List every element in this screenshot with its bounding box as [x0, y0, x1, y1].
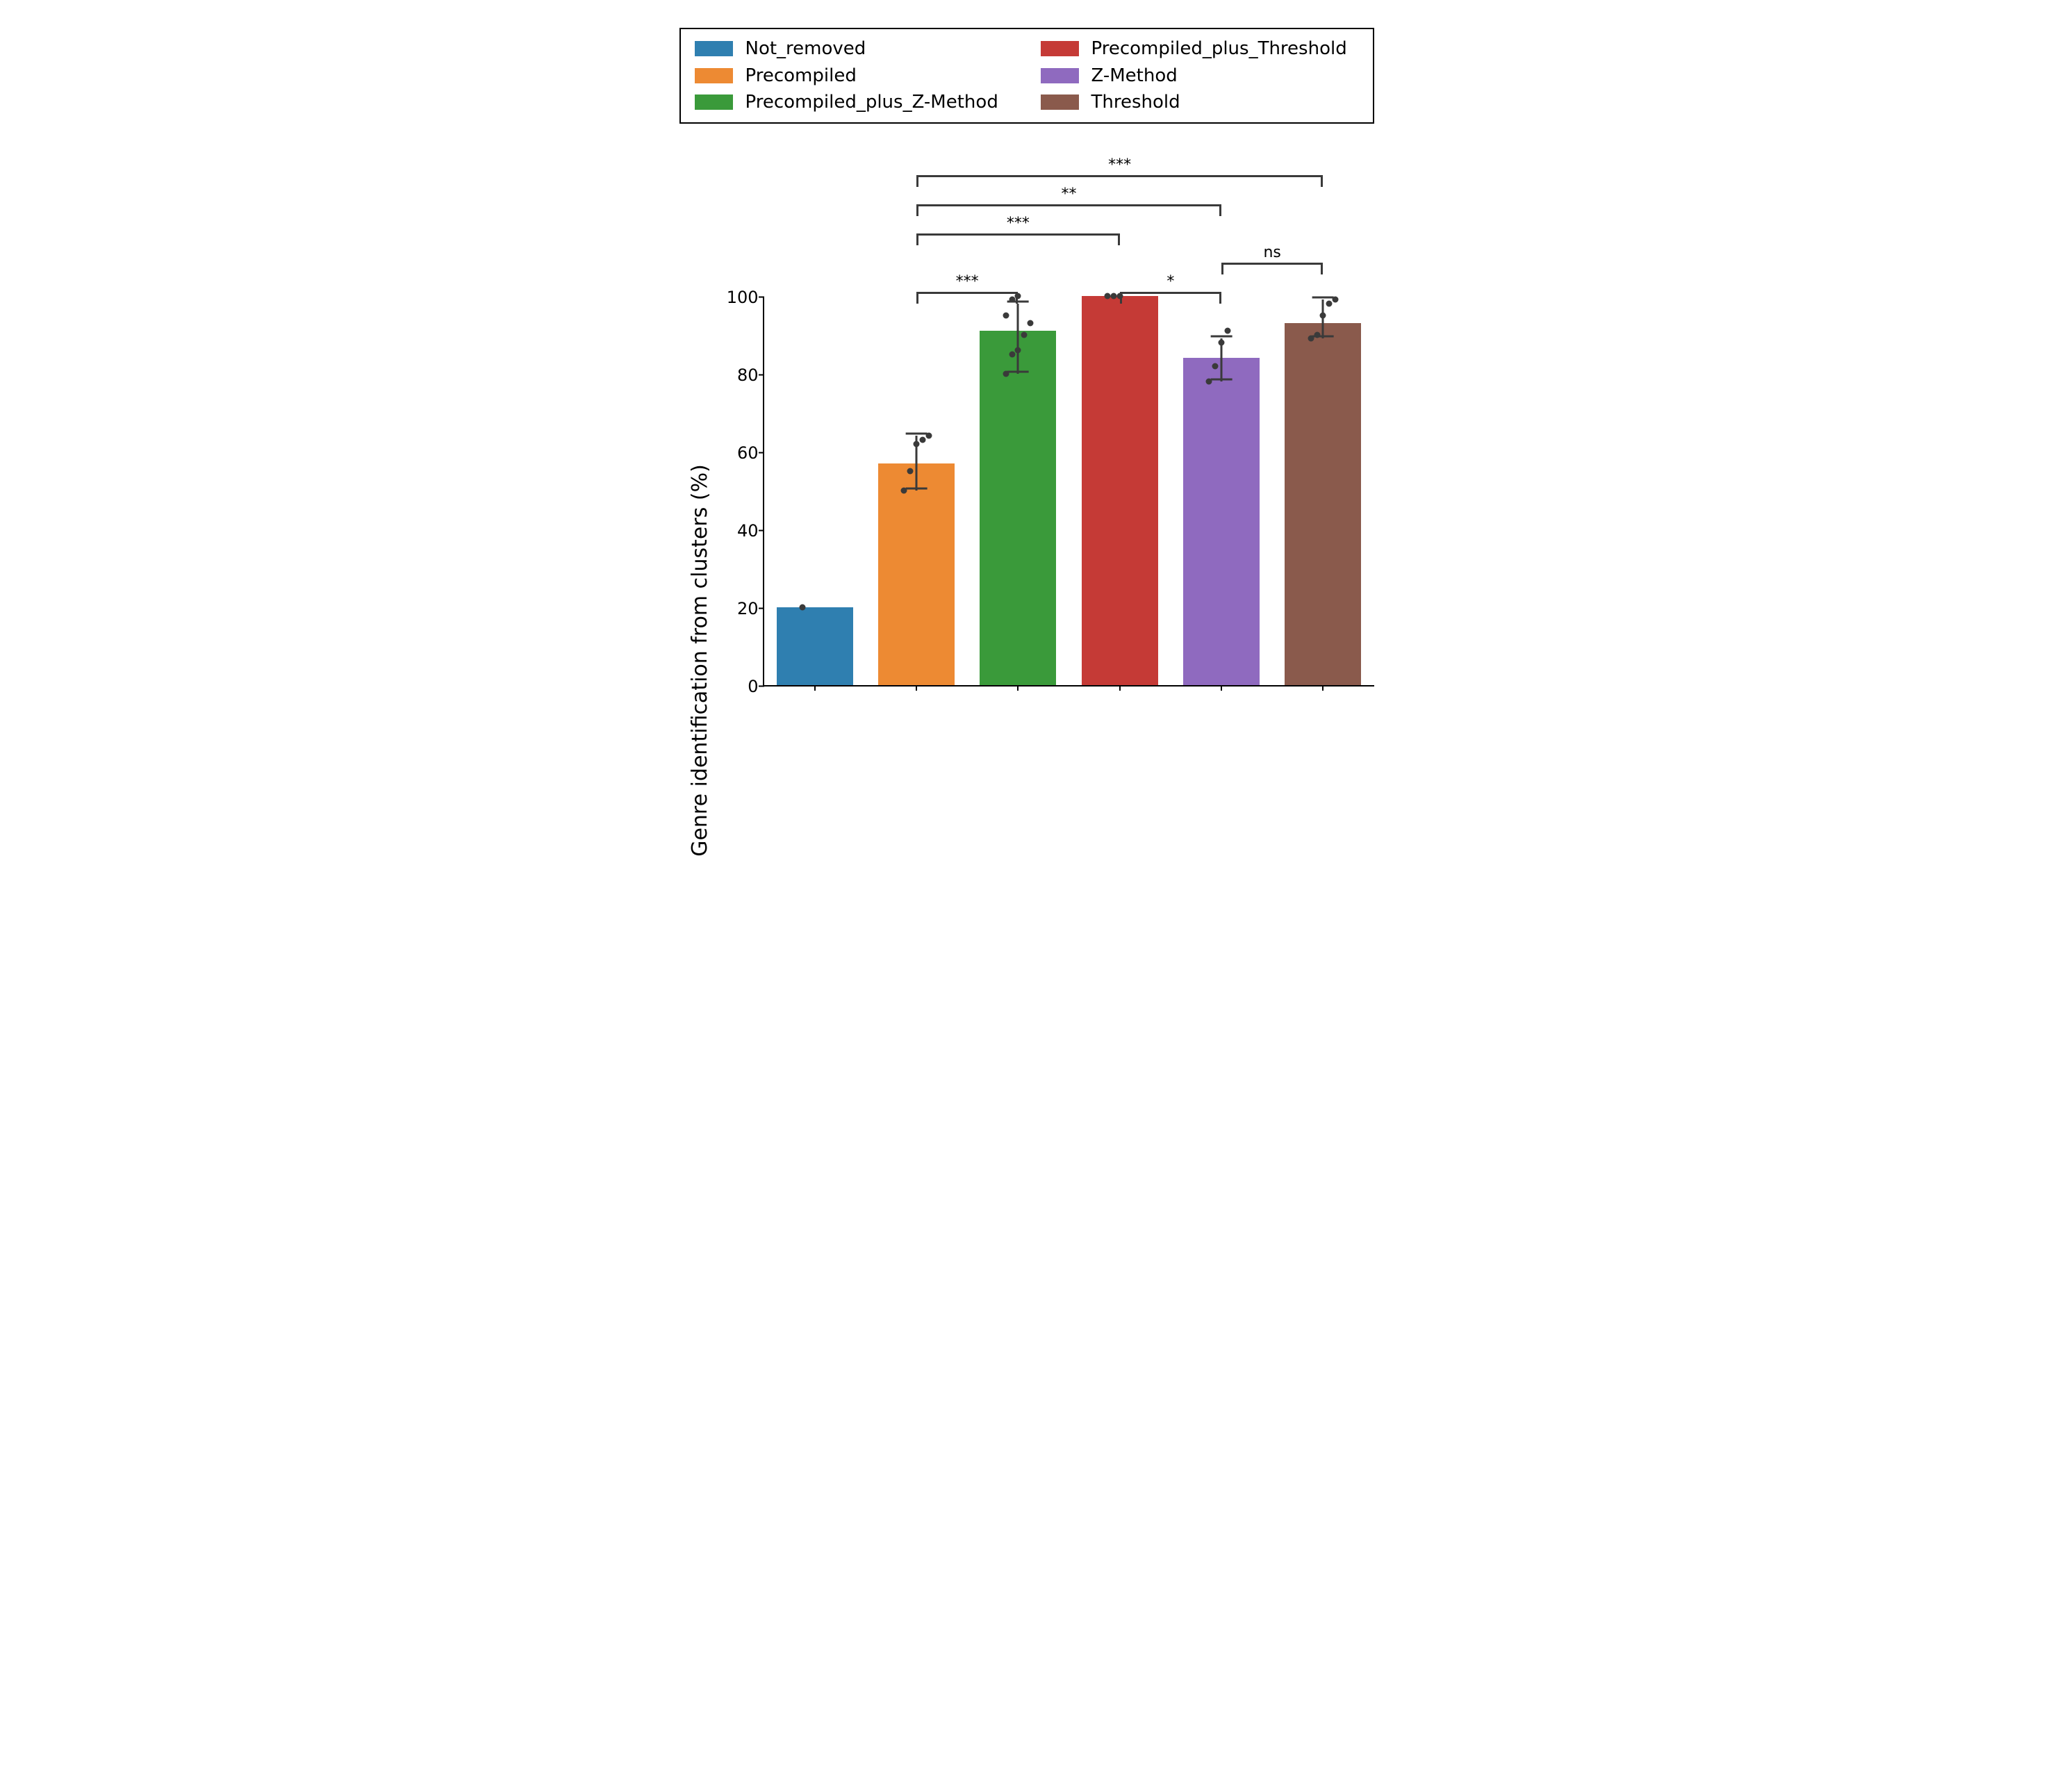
legend-item-not_removed: Not_removed	[695, 39, 1013, 59]
y-tick-label: 40	[737, 521, 759, 541]
legend-item-ppz: Precompiled_plus_Z-Method	[695, 92, 1013, 113]
data-point	[925, 433, 932, 439]
data-point	[1224, 328, 1230, 334]
data-point	[1219, 339, 1225, 345]
plot-area: ****ns********	[763, 297, 1374, 687]
significance-label: ***	[1007, 215, 1030, 232]
x-tick-mark	[1119, 685, 1121, 691]
data-point	[1212, 363, 1219, 369]
data-point	[914, 441, 920, 447]
legend-swatch	[1041, 41, 1079, 56]
data-point	[1326, 300, 1333, 306]
legend-item-zmethod: Z-Method	[1041, 66, 1359, 86]
data-point	[800, 604, 806, 610]
bar-zmethod	[1183, 358, 1260, 684]
significance-label: **	[1062, 186, 1077, 203]
legend-label: Not_removed	[745, 39, 866, 59]
data-point	[901, 487, 907, 493]
legend-item-ppt: Precompiled_plus_Threshold	[1041, 39, 1359, 59]
legend-label: Threshold	[1091, 92, 1180, 113]
significance-label: ***	[1108, 156, 1131, 174]
data-point	[1015, 347, 1021, 354]
bar-not_removed	[777, 607, 853, 685]
significance-bracket	[1221, 263, 1323, 272]
chart: Genre identification from clusters (%) 0…	[679, 138, 1374, 687]
error-bar	[1017, 304, 1019, 374]
data-point	[1009, 351, 1015, 357]
error-cap	[1312, 297, 1334, 299]
bar-ppz	[980, 331, 1056, 685]
y-tick-label: 20	[737, 599, 759, 618]
data-point	[1206, 378, 1212, 384]
legend-item-threshold: Threshold	[1041, 92, 1359, 113]
significance-bracket	[916, 204, 1221, 214]
error-cap	[1211, 378, 1232, 380]
significance-bracket	[916, 233, 1120, 243]
legend-label: Precompiled	[745, 66, 857, 86]
data-point	[1021, 331, 1028, 338]
data-point	[1003, 312, 1009, 318]
y-tick-label: 0	[748, 677, 758, 696]
y-tick-col: 020406080100	[721, 138, 763, 687]
legend-swatch	[695, 94, 733, 110]
data-point	[1314, 331, 1320, 338]
significance-bracket	[1120, 292, 1221, 302]
significance-bracket	[916, 292, 1018, 302]
error-cap	[906, 487, 927, 489]
legend-swatch	[695, 68, 733, 83]
data-point	[1332, 297, 1338, 303]
legend: Not_removed Precompiled_plus_Threshold Pre…	[679, 28, 1374, 124]
bar-precompiled	[878, 463, 955, 685]
legend-item-precompiled: Precompiled	[695, 66, 1013, 86]
data-point	[1003, 370, 1009, 377]
error-bar	[1322, 299, 1324, 338]
x-tick-mark	[1017, 685, 1019, 691]
significance-label: ***	[956, 273, 979, 290]
bar-ppt	[1082, 296, 1158, 685]
figure: Not_removed Precompiled_plus_Threshold Pre…	[679, 28, 1374, 687]
y-axis-label: Genre identification from clusters (%)	[688, 464, 712, 857]
x-tick-mark	[814, 685, 816, 691]
data-point	[1110, 293, 1116, 299]
y-axis-label-col: Genre identification from clusters (%)	[679, 138, 721, 687]
data-point	[1320, 312, 1326, 318]
x-tick-mark	[1322, 685, 1324, 691]
error-cap	[906, 433, 927, 435]
y-tick-label: 60	[737, 443, 759, 463]
data-point	[907, 468, 914, 474]
y-tick-label: 100	[727, 288, 759, 307]
data-point	[1308, 336, 1314, 342]
plot-col: ****ns********	[763, 138, 1374, 687]
data-point	[919, 436, 925, 443]
data-point	[1027, 320, 1033, 326]
x-tick-mark	[1221, 685, 1222, 691]
significance-bracket	[916, 175, 1323, 185]
legend-label: Precompiled_plus_Threshold	[1091, 39, 1347, 59]
error-cap	[1211, 336, 1232, 338]
x-tick-mark	[916, 685, 917, 691]
bar-threshold	[1285, 323, 1361, 685]
legend-swatch	[1041, 68, 1079, 83]
legend-swatch	[1041, 94, 1079, 110]
legend-label: Precompiled_plus_Z-Method	[745, 92, 998, 113]
significance-label: ns	[1263, 244, 1280, 261]
bars-layer	[764, 297, 1374, 685]
legend-swatch	[695, 41, 733, 56]
legend-label: Z-Method	[1091, 66, 1178, 86]
y-tick-label: 80	[737, 365, 759, 385]
significance-label: *	[1166, 273, 1174, 290]
error-cap	[1007, 370, 1029, 372]
data-point	[1105, 293, 1111, 299]
